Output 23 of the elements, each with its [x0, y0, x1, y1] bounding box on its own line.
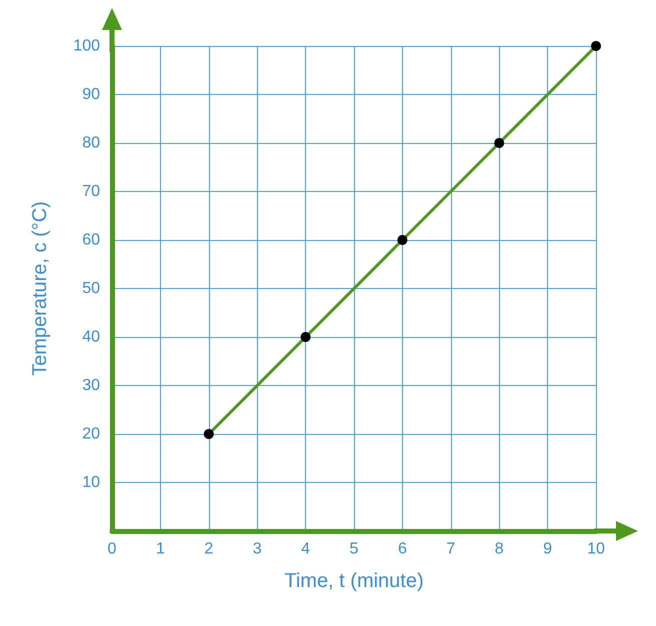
- y-tick-label: 80: [82, 134, 100, 152]
- x-tick-label: 7: [446, 540, 456, 558]
- x-tick-label: 0: [108, 540, 117, 558]
- x-tick-label: 5: [350, 540, 359, 558]
- x-axis-title: Time, t (minute): [284, 570, 424, 592]
- y-tick-label: 40: [82, 328, 100, 346]
- x-tick-label: 9: [543, 540, 552, 558]
- x-tick-label: 3: [252, 540, 262, 558]
- y-tick-label: 70: [82, 183, 100, 200]
- x-tick-label: 6: [398, 540, 407, 558]
- x-tick-label: 1: [156, 540, 165, 558]
- y-tick-label: 60: [82, 232, 100, 248]
- y-tick-label: 20: [82, 426, 100, 442]
- y-axis-title: Temperature, c (°C): [29, 201, 51, 376]
- x-tick-label: 8: [494, 540, 504, 558]
- y-tick-label: 90: [82, 86, 100, 103]
- x-tick-label: 10: [587, 540, 605, 558]
- y-tick-label: 50: [82, 280, 100, 297]
- y-tick-label: 100: [73, 38, 100, 54]
- y-tick-label: 30: [82, 377, 100, 394]
- x-tick-label: 4: [301, 540, 310, 558]
- x-tick-label: 2: [204, 540, 214, 558]
- y-tick-label: 10: [82, 474, 100, 491]
